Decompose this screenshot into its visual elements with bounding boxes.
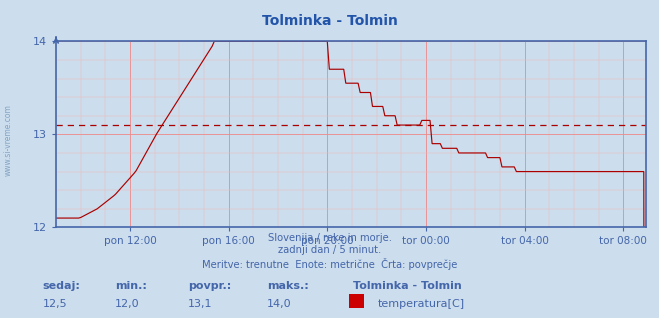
Text: Slovenija / reke in morje.: Slovenija / reke in morje. (268, 233, 391, 243)
Text: Tolminka - Tolmin: Tolminka - Tolmin (353, 281, 461, 291)
Text: povpr.:: povpr.: (188, 281, 231, 291)
Text: sedaj:: sedaj: (43, 281, 80, 291)
Text: 12,5: 12,5 (43, 299, 67, 309)
Text: www.si-vreme.com: www.si-vreme.com (3, 104, 13, 176)
Text: 14,0: 14,0 (267, 299, 291, 309)
Text: 13,1: 13,1 (188, 299, 212, 309)
Text: min.:: min.: (115, 281, 147, 291)
Text: maks.:: maks.: (267, 281, 308, 291)
Text: Meritve: trenutne  Enote: metrične  Črta: povprečje: Meritve: trenutne Enote: metrične Črta: … (202, 258, 457, 270)
Text: Tolminka - Tolmin: Tolminka - Tolmin (262, 14, 397, 28)
Text: temperatura[C]: temperatura[C] (378, 299, 465, 309)
Text: zadnji dan / 5 minut.: zadnji dan / 5 minut. (278, 245, 381, 255)
Text: 12,0: 12,0 (115, 299, 140, 309)
